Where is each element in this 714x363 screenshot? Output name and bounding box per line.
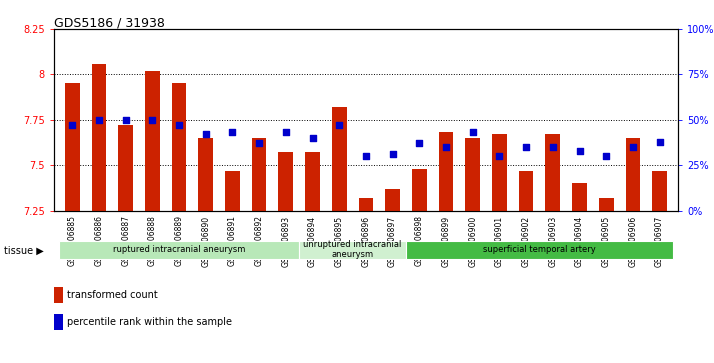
Point: [521, 144, 532, 150]
Bar: [545, 134, 560, 211]
Point: [574, 148, 585, 154]
Bar: [572, 183, 587, 211]
Text: ruptured intracranial aneurysm: ruptured intracranial aneurysm: [113, 245, 245, 254]
Point: [66, 122, 78, 128]
Point: [333, 122, 345, 128]
Bar: [119, 125, 133, 211]
Point: [493, 153, 505, 159]
Text: tissue ▶: tissue ▶: [4, 246, 44, 256]
Point: [174, 122, 185, 128]
Text: transformed count: transformed count: [67, 290, 158, 301]
Bar: [332, 107, 346, 211]
Bar: [59, 241, 299, 258]
Bar: [54, 314, 63, 330]
Bar: [519, 171, 533, 211]
Bar: [225, 171, 240, 211]
Bar: [54, 287, 63, 303]
Bar: [599, 198, 613, 211]
Point: [547, 144, 558, 150]
Bar: [358, 198, 373, 211]
Point: [654, 139, 665, 144]
Text: percentile rank within the sample: percentile rank within the sample: [67, 317, 232, 327]
Point: [200, 131, 211, 137]
Point: [146, 117, 158, 123]
Bar: [625, 138, 640, 211]
Bar: [299, 241, 406, 258]
Text: GDS5186 / 31938: GDS5186 / 31938: [54, 16, 164, 29]
Point: [413, 140, 425, 146]
Point: [120, 117, 131, 123]
Point: [441, 144, 452, 150]
Bar: [412, 169, 427, 211]
Bar: [171, 83, 186, 211]
Bar: [278, 152, 293, 211]
Point: [627, 144, 638, 150]
Bar: [386, 189, 400, 211]
Point: [600, 153, 612, 159]
Point: [227, 130, 238, 135]
Point: [280, 130, 291, 135]
Bar: [65, 83, 79, 211]
Bar: [252, 138, 266, 211]
Bar: [492, 134, 507, 211]
Text: superficial temporal artery: superficial temporal artery: [483, 245, 596, 254]
Point: [467, 130, 478, 135]
Point: [94, 117, 105, 123]
Point: [387, 151, 398, 157]
Point: [361, 153, 372, 159]
Bar: [438, 132, 453, 211]
Text: unruptured intracranial
aneurysm: unruptured intracranial aneurysm: [303, 240, 402, 259]
Bar: [145, 71, 160, 211]
Point: [307, 135, 318, 141]
Bar: [653, 171, 667, 211]
Point: [253, 140, 265, 146]
Bar: [305, 152, 320, 211]
Bar: [91, 64, 106, 211]
Bar: [198, 138, 213, 211]
Bar: [466, 138, 480, 211]
Bar: [406, 241, 673, 258]
